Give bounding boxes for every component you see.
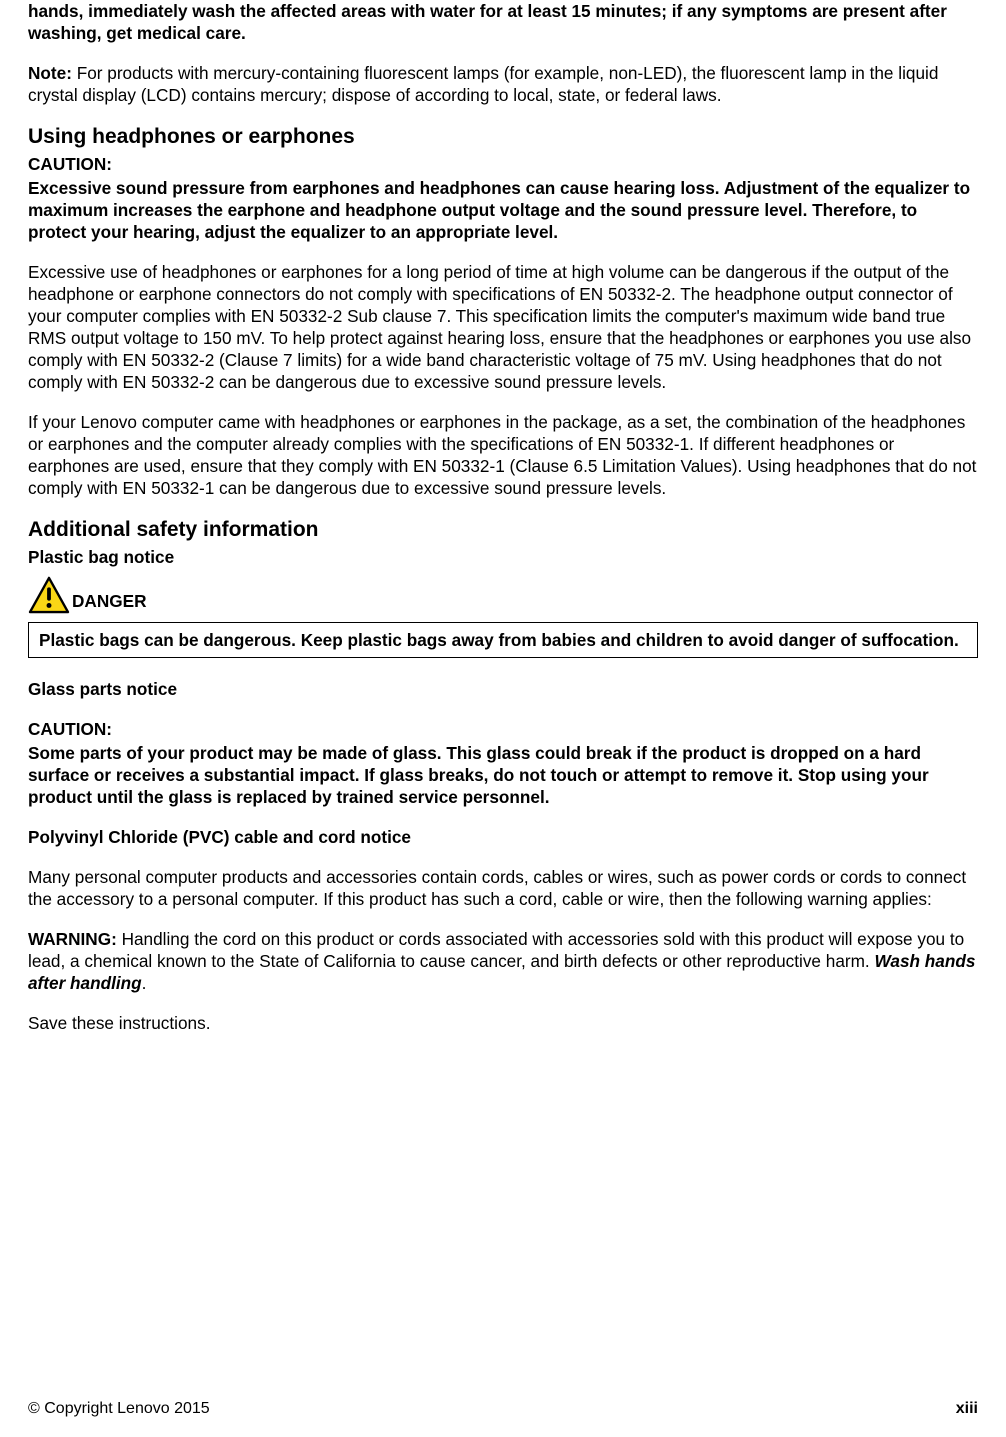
pvc-paragraph: Many personal computer products and acce… <box>28 866 978 910</box>
heading-headphones: Using headphones or earphones <box>28 124 978 151</box>
note-label: Note: <box>28 63 77 83</box>
page-number: xiii <box>956 1399 978 1419</box>
caution-label-headphones: CAUTION: <box>28 153 978 175</box>
danger-label: DANGER <box>72 590 146 614</box>
copyright: © Copyright Lenovo 2015 <box>28 1399 210 1419</box>
heading-additional-safety: Additional safety information <box>28 517 978 544</box>
page-footer: © Copyright Lenovo 2015 xiii <box>28 1399 978 1419</box>
subhead-glass-parts: Glass parts notice <box>28 678 978 700</box>
mercury-note: Note: For products with mercury-containi… <box>28 62 978 106</box>
subhead-plastic-bag: Plastic bag notice <box>28 546 978 568</box>
caution-glass-body: Some parts of your product may be made o… <box>28 742 978 808</box>
caution-headphones-body: Excessive sound pressure from earphones … <box>28 177 978 243</box>
warning-period: . <box>142 973 147 993</box>
warning-triangle-icon <box>28 576 70 614</box>
content-area: hands, immediately wash the affected are… <box>28 0 978 1112</box>
caution-label-glass: CAUTION: <box>28 718 978 740</box>
warning-label: WARNING: <box>28 929 122 949</box>
subhead-pvc: Polyvinyl Chloride (PVC) cable and cord … <box>28 826 978 848</box>
headphones-paragraph-1: Excessive use of headphones or earphones… <box>28 261 978 393</box>
warning-body: Handling the cord on this product or cor… <box>28 929 964 971</box>
warning-paragraph: WARNING: Handling the cord on this produ… <box>28 928 978 994</box>
save-instructions: Save these instructions. <box>28 1012 978 1034</box>
headphones-paragraph-2: If your Lenovo computer came with headph… <box>28 411 978 499</box>
page: hands, immediately wash the affected are… <box>0 0 1006 1437</box>
lcd-warning-continuation: hands, immediately wash the affected are… <box>28 0 978 44</box>
danger-row: DANGER <box>28 576 978 614</box>
danger-box-plastic: Plastic bags can be dangerous. Keep plas… <box>28 622 978 658</box>
note-body: For products with mercury-containing flu… <box>28 63 938 105</box>
